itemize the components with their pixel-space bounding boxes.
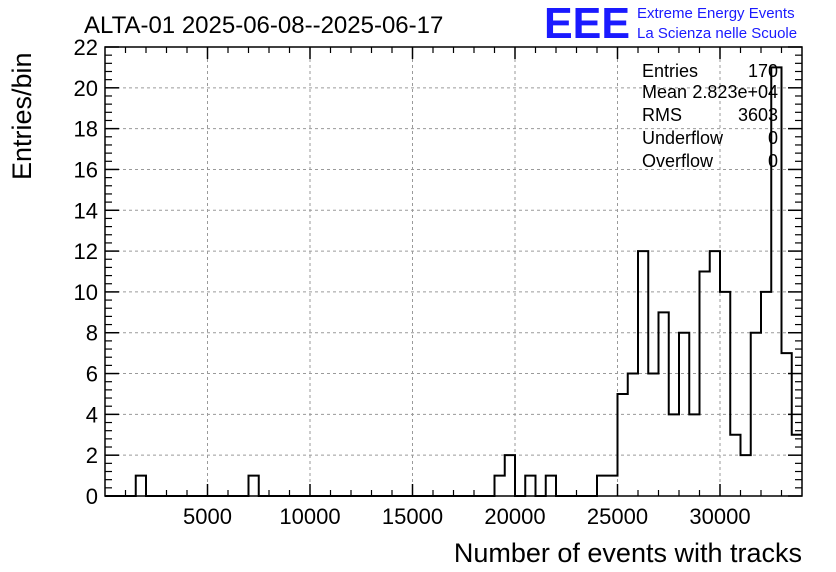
- x-tick-label: 10000: [279, 504, 340, 529]
- histogram-bin: [659, 312, 669, 496]
- y-tick-label: 22: [74, 35, 98, 60]
- y-tick-label: 12: [74, 239, 98, 264]
- histogram-bin: [689, 414, 699, 496]
- histogram-bin: [792, 435, 802, 496]
- y-tick-label: 4: [86, 402, 98, 427]
- histogram-bin: [638, 251, 648, 496]
- stats-box: Entries 170 Mean 2.823e+04 RMS 3603 Unde…: [642, 61, 778, 171]
- histogram-outline: [105, 66, 802, 497]
- eee-logo-line2: La Scienza nelle Scuole: [637, 25, 797, 42]
- stats-value-entries: 170: [748, 61, 778, 81]
- chart-title: ALTA-01 2025-06-08--2025-06-17: [84, 12, 443, 39]
- x-tick-label: 5000: [183, 504, 232, 529]
- y-tick-label: 0: [86, 484, 98, 509]
- histogram-bin: [782, 353, 792, 496]
- x-tick-label: 30000: [689, 504, 750, 529]
- stats-value-underflow: 0: [768, 128, 778, 148]
- histogram-bin: [741, 455, 751, 496]
- axis-ticks: [105, 46, 802, 497]
- histogram-bin: [669, 414, 679, 496]
- stats-label-overflow: Overflow: [642, 151, 714, 171]
- x-tick-label: 20000: [484, 504, 545, 529]
- histogram-bin: [136, 476, 146, 496]
- histogram-bin: [761, 292, 771, 496]
- histogram-bin: [648, 374, 658, 496]
- histogram-bin: [700, 272, 710, 497]
- histogram-bin: [618, 394, 628, 496]
- eee-logo-line1: Extreme Energy Events: [637, 5, 795, 22]
- histogram-bin: [597, 476, 607, 496]
- stats-label-mean: Mean: [642, 82, 687, 102]
- tick-labels: 5000 10000 15000 20000 25000 30000 0 2 4 6 8 10 12 14…: [74, 35, 751, 529]
- y-tick-label: 14: [74, 198, 98, 223]
- histogram-bin: [679, 333, 689, 496]
- histogram-bin: [546, 476, 556, 496]
- y-axis-label: Entries/bin: [7, 52, 37, 180]
- x-tick-label: 25000: [587, 504, 648, 529]
- stats-value-overflow: 0: [768, 151, 778, 171]
- histogram-bin: [751, 333, 761, 496]
- stats-value-rms: 3603: [738, 105, 778, 125]
- stats-label-underflow: Underflow: [642, 128, 724, 148]
- y-tick-label: 18: [74, 117, 98, 142]
- y-tick-label: 8: [86, 321, 98, 346]
- histogram-bin: [525, 476, 535, 496]
- eee-logo-mark: EEE: [544, 0, 630, 48]
- y-tick-label: 10: [74, 280, 98, 305]
- eee-logo: EEE Extreme Energy Events La Scienza nel…: [544, 0, 797, 48]
- grid: [105, 47, 802, 496]
- y-tick-label: 16: [74, 157, 98, 182]
- y-tick-label: 20: [74, 76, 98, 101]
- histogram-bin: [730, 435, 740, 496]
- histogram-bin: [495, 476, 505, 496]
- histogram-bin: [607, 476, 617, 496]
- x-tick-label: 15000: [382, 504, 443, 529]
- y-tick-label: 2: [86, 443, 98, 468]
- stats-label-entries: Entries: [642, 61, 698, 81]
- histogram-bin: [710, 251, 720, 496]
- x-axis-label: Number of events with tracks: [454, 538, 802, 568]
- histogram-bin: [720, 292, 730, 496]
- histogram-bin: [249, 476, 259, 496]
- histogram-bin: [628, 374, 638, 496]
- stats-label-rms: RMS: [642, 105, 682, 125]
- stats-value-mean: 2.823e+04: [692, 82, 778, 102]
- y-tick-label: 6: [86, 362, 98, 387]
- histogram-bin: [505, 455, 515, 496]
